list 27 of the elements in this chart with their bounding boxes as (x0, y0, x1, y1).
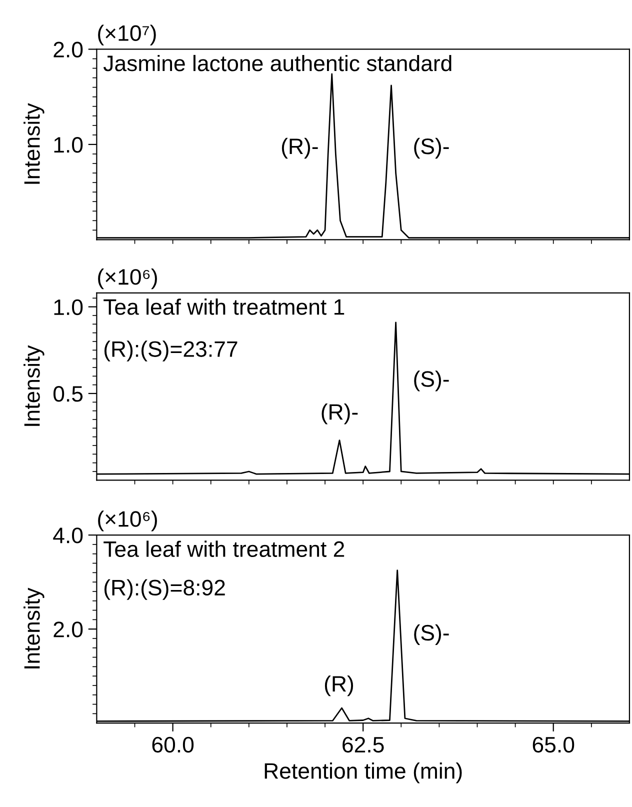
annotation: (S)- (414, 370, 449, 392)
y-tick-label: 1.0 (54, 299, 83, 316)
annotation: (R):(S)=23:77 (104, 340, 238, 362)
y-axis-title: Intensity (24, 345, 44, 426)
text: (×10⁷) (98, 24, 156, 46)
y-tick-label: 0.5 (53, 386, 83, 402)
y-tick-label: 1.0 (54, 136, 83, 153)
y-tick-label: 4.0 (53, 528, 83, 544)
text: (×10⁶) (98, 268, 157, 290)
chart-title: Tea leaf with treatment 2 (104, 540, 344, 558)
y-axis-title: Intensity (24, 103, 44, 184)
x-tick-label: 60.0 (152, 736, 194, 753)
annotation: (R)- (282, 138, 318, 159)
x-tick-label: 65.0 (532, 736, 574, 753)
annotation: (R):(S)=8:92 (104, 579, 225, 600)
annotation: (R) (324, 675, 354, 696)
x-axis-title: Retention time (min) (264, 762, 462, 784)
y-tick-label: 2.0 (54, 42, 83, 58)
chart-title: Jasmine lactone authentic standard (103, 54, 452, 72)
x-tick-label: 62.5 (342, 736, 384, 753)
text: (×10⁶) (98, 510, 157, 532)
chart-title: Tea leaf with treatment 1 (104, 298, 344, 315)
annotation: (R)- (322, 404, 358, 424)
y-tick-label: 2.0 (54, 622, 83, 638)
annotation: (S)- (414, 138, 449, 159)
annotation: (S)- (414, 624, 449, 646)
y-axis-title: Intensity (24, 588, 44, 668)
